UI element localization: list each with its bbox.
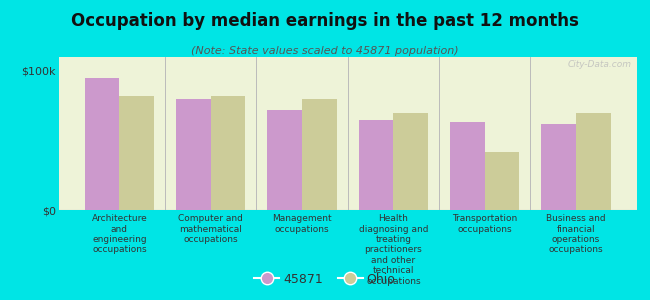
Bar xyxy=(302,99,337,210)
Bar xyxy=(359,120,393,210)
Text: Occupation by median earnings in the past 12 months: Occupation by median earnings in the pas… xyxy=(71,12,579,30)
Text: City-Data.com: City-Data.com xyxy=(567,60,631,69)
Bar xyxy=(450,122,485,210)
Bar xyxy=(176,99,211,210)
Bar xyxy=(211,96,246,210)
Text: (Note: State values scaled to 45871 population): (Note: State values scaled to 45871 popu… xyxy=(191,46,459,56)
Legend: 45871, Ohio: 45871, Ohio xyxy=(250,268,400,291)
Bar xyxy=(541,124,576,210)
Bar xyxy=(120,96,154,210)
Bar xyxy=(393,112,428,210)
Bar xyxy=(84,78,120,210)
Bar xyxy=(576,112,611,210)
Bar xyxy=(485,152,519,210)
Bar xyxy=(267,110,302,210)
